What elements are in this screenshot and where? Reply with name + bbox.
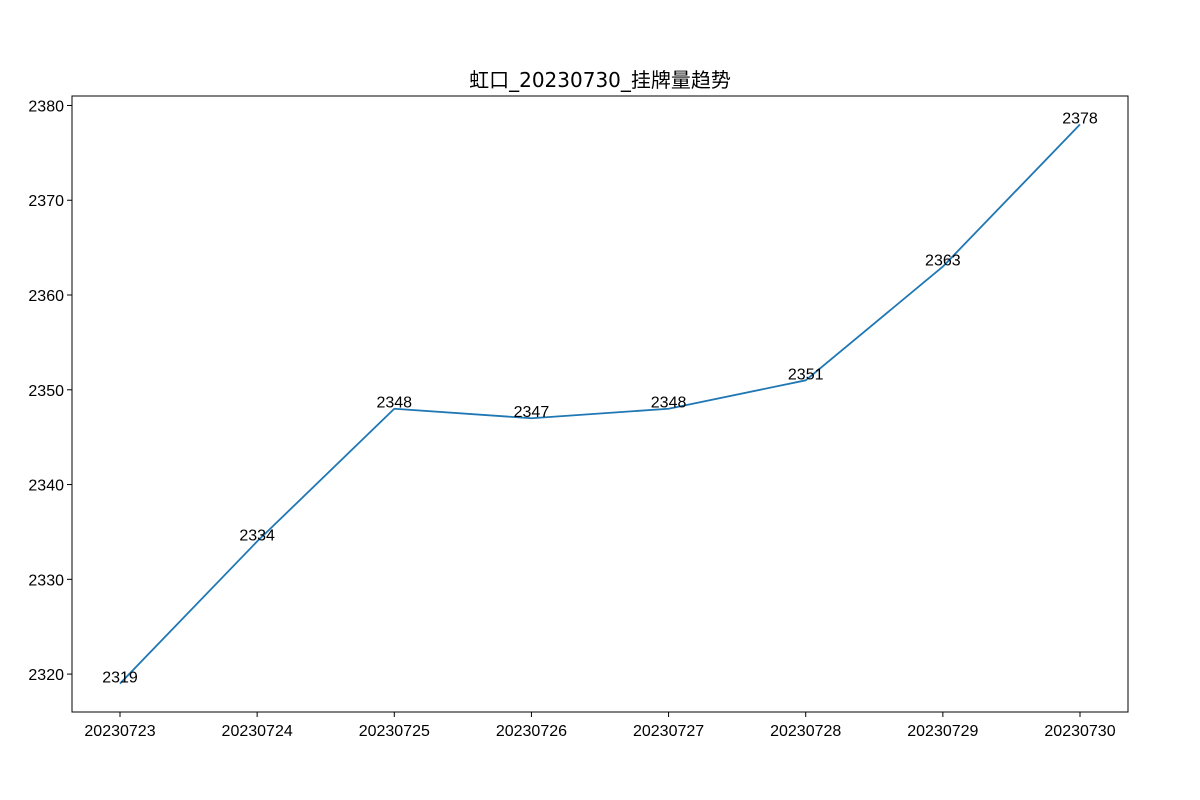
x-tick-label: 20230728 [770, 723, 841, 740]
y-tick-label: 2370 [28, 193, 64, 210]
x-tick-label: 20230725 [359, 723, 430, 740]
x-tick-label: 20230726 [496, 723, 567, 740]
x-tick-label: 20230730 [1044, 723, 1115, 740]
x-tick-label: 20230724 [222, 723, 293, 740]
x-axis: 20230723 20230724 20230725 20230726 20230727… [84, 712, 1116, 740]
data-label: 2351 [788, 366, 824, 383]
data-label: 2319 [102, 670, 138, 687]
y-tick-label: 2320 [28, 667, 64, 684]
plot-area-frame [71, 95, 1129, 713]
y-tick-label: 2360 [28, 288, 64, 305]
y-tick-label: 2340 [28, 478, 64, 495]
y-tick-label: 2330 [28, 572, 64, 589]
y-tick-label: 2350 [28, 383, 64, 400]
y-axis: 2320 2330 2340 2350 2360 2370 2380 [28, 98, 72, 684]
data-label: 2378 [1062, 110, 1098, 127]
data-labels: 2319 2334 2348 2347 2348 2351 2363 2378 [102, 110, 1098, 686]
y-tick-label: 2380 [28, 98, 64, 115]
data-label: 2348 [376, 395, 412, 412]
x-tick-label: 20230727 [633, 723, 704, 740]
data-label: 2334 [239, 527, 275, 544]
data-label: 2347 [514, 404, 550, 421]
data-label: 2363 [925, 253, 961, 270]
x-tick-label: 20230729 [907, 723, 978, 740]
chart-title: 虹口_20230730_挂牌量趋势 [469, 68, 731, 92]
series-line [119, 123, 1081, 685]
data-label: 2348 [651, 395, 687, 412]
x-tick-label: 20230723 [84, 723, 155, 740]
